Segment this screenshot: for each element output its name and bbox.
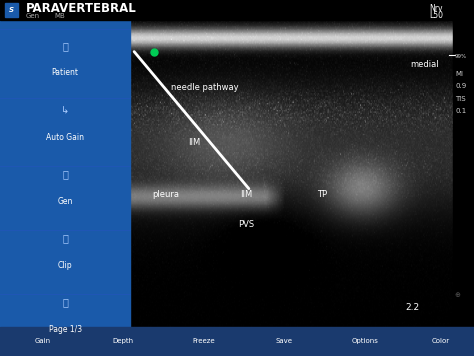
Text: ⊕: ⊕ bbox=[454, 293, 460, 298]
Text: Gen: Gen bbox=[57, 197, 73, 206]
Text: 0.9: 0.9 bbox=[455, 83, 466, 89]
Text: Options: Options bbox=[352, 339, 378, 344]
Text: ↳: ↳ bbox=[61, 105, 69, 115]
Text: Freeze: Freeze bbox=[192, 339, 215, 344]
Text: Gen: Gen bbox=[26, 13, 40, 19]
Text: 0.1: 0.1 bbox=[455, 108, 466, 114]
Text: TIS: TIS bbox=[455, 96, 465, 102]
Bar bbox=[5, 3, 18, 17]
Text: 2.2: 2.2 bbox=[405, 303, 419, 313]
Text: MB: MB bbox=[55, 13, 65, 19]
Text: needle pathway: needle pathway bbox=[171, 83, 238, 92]
Text: TP: TP bbox=[317, 189, 328, 199]
Bar bbox=[0, 327, 474, 356]
Text: Save: Save bbox=[276, 339, 293, 344]
Text: Patient: Patient bbox=[52, 68, 79, 78]
Text: MI: MI bbox=[455, 71, 463, 77]
Text: ⧈: ⧈ bbox=[62, 169, 68, 179]
Text: 99%: 99% bbox=[455, 54, 467, 59]
Text: S: S bbox=[9, 7, 14, 13]
Bar bbox=[453, 20, 474, 327]
Text: IIM: IIM bbox=[188, 138, 201, 147]
Text: ⚺: ⚺ bbox=[62, 41, 68, 51]
Text: Nrv: Nrv bbox=[429, 4, 442, 14]
Text: ⧉: ⧉ bbox=[62, 234, 68, 244]
Text: Clip: Clip bbox=[58, 261, 73, 270]
Text: Auto Gain: Auto Gain bbox=[46, 132, 84, 142]
Bar bbox=[0, 0, 130, 327]
Text: IIM: IIM bbox=[240, 189, 253, 199]
Bar bbox=[0, 0, 474, 20]
Text: PVS: PVS bbox=[238, 220, 255, 229]
Text: ⧇: ⧇ bbox=[62, 298, 68, 308]
Text: Depth: Depth bbox=[113, 339, 134, 344]
Text: L50: L50 bbox=[429, 11, 443, 20]
Text: Color: Color bbox=[432, 339, 450, 344]
Text: Gain: Gain bbox=[35, 339, 51, 344]
Text: pleura: pleura bbox=[153, 189, 179, 199]
Text: PARAVERTEBRAL: PARAVERTEBRAL bbox=[26, 2, 137, 15]
Text: Page 1/3: Page 1/3 bbox=[49, 325, 82, 334]
Text: medial: medial bbox=[410, 59, 438, 69]
